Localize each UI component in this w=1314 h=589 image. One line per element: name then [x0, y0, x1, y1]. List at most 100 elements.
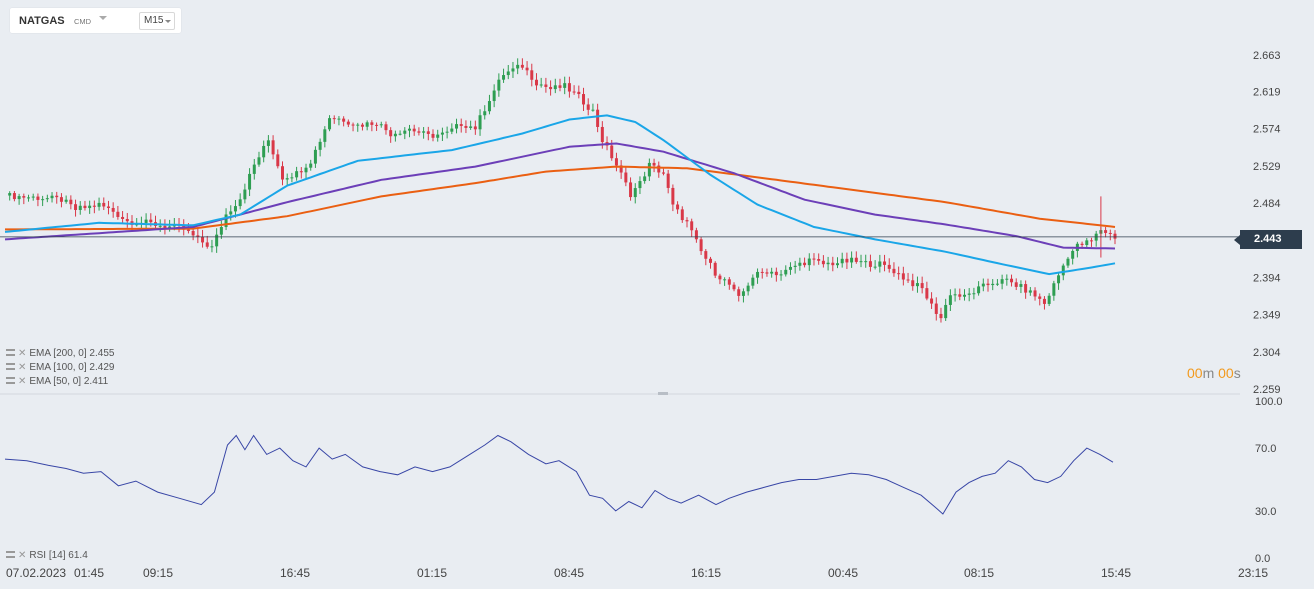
candle-body	[967, 293, 971, 295]
candle-body	[915, 283, 919, 287]
candle-body	[774, 271, 778, 276]
price-tick-label: 2.394	[1253, 272, 1281, 284]
candle-body	[610, 145, 614, 159]
candle-body	[262, 145, 266, 158]
legend-ema200[interactable]: ✕ EMA [200, 0] 2.455	[6, 348, 114, 359]
candle-body	[473, 126, 477, 130]
time-tick-label: 23:15	[1238, 566, 1268, 580]
candle-body	[516, 64, 520, 69]
close-icon[interactable]: ✕	[18, 376, 27, 387]
candle-body	[549, 86, 553, 90]
candle-body	[511, 68, 515, 72]
candle-body	[944, 304, 948, 319]
candle-body	[1052, 283, 1056, 296]
candle-body	[304, 167, 308, 173]
candle-body	[1005, 278, 1009, 280]
candle-body	[379, 124, 383, 126]
candle-body	[229, 211, 233, 215]
candle-body	[219, 227, 223, 235]
candle-body	[356, 124, 360, 126]
candle-body	[17, 196, 21, 200]
candle-body	[718, 275, 722, 280]
candle-body	[666, 173, 670, 188]
candle-body	[205, 242, 209, 247]
candle-body	[285, 178, 289, 180]
candle-body	[440, 132, 444, 135]
candle-body	[238, 199, 242, 207]
candle-body	[506, 71, 510, 76]
rsi-tick-label: 30.0	[1255, 506, 1276, 518]
candle-body	[1038, 296, 1042, 299]
candle-body	[732, 284, 736, 290]
legend-ema50[interactable]: ✕ EMA [50, 0] 2.411	[6, 376, 108, 387]
symbol-label[interactable]: NATGAS	[19, 15, 65, 27]
legend-ema100-text: EMA [100, 0] 2.429	[29, 362, 115, 373]
candle-body	[252, 164, 256, 174]
candle-body	[1085, 240, 1089, 246]
candle-body	[741, 291, 745, 296]
candles	[8, 58, 1117, 323]
candle-body	[737, 289, 741, 296]
candle-body	[1028, 290, 1032, 293]
candle-body	[647, 162, 651, 177]
ema-line	[4, 142, 1116, 250]
candle-body	[393, 133, 397, 137]
candle-body	[798, 262, 802, 266]
close-icon[interactable]: ✕	[18, 348, 27, 359]
timeframe-select[interactable]: M15	[139, 12, 175, 30]
candle-body	[864, 261, 868, 263]
candle-body	[186, 229, 190, 231]
ema-line	[4, 114, 1116, 276]
menu-icon[interactable]	[6, 363, 15, 370]
candle-body	[958, 294, 962, 297]
candle-body	[342, 118, 346, 122]
candle-body	[934, 303, 938, 314]
candle-body	[643, 176, 647, 182]
candle-body	[530, 70, 534, 80]
menu-icon[interactable]	[6, 551, 15, 558]
candle-body	[704, 251, 708, 259]
candle-body	[525, 67, 529, 71]
candle-body	[709, 258, 713, 263]
candle-body	[803, 262, 807, 266]
candle-body	[793, 265, 797, 267]
candle-body	[1033, 290, 1037, 297]
candle-body	[102, 202, 106, 207]
candle-body	[290, 177, 294, 179]
candle-body	[1066, 258, 1070, 266]
legend-ema100[interactable]: ✕ EMA [100, 0] 2.429	[6, 362, 114, 373]
candle-body	[694, 230, 698, 240]
candle-body	[384, 124, 388, 131]
candle-body	[360, 124, 364, 127]
menu-icon[interactable]	[6, 349, 15, 356]
price-tick-label: 2.619	[1253, 86, 1281, 98]
candle-body	[483, 111, 487, 116]
candle-body	[652, 162, 656, 166]
candle-body	[31, 196, 35, 198]
candle-body	[821, 260, 825, 265]
grid	[0, 392, 1240, 395]
legend-rsi-text: RSI [14] 61.4	[29, 550, 88, 561]
candle-body	[850, 257, 854, 263]
candle-body	[962, 294, 966, 297]
candle-body	[149, 219, 153, 223]
panel-resize-handle	[658, 392, 668, 395]
candle-body	[948, 295, 952, 305]
candle-body	[558, 85, 562, 88]
candle-body	[779, 274, 783, 276]
candle-body	[1113, 233, 1117, 239]
candle-body	[619, 165, 623, 173]
rsi-tick-label: 100.0	[1255, 396, 1283, 408]
close-icon[interactable]: ✕	[18, 362, 27, 373]
candle-timer: 00m 00s	[1187, 365, 1241, 381]
close-icon[interactable]: ✕	[18, 550, 27, 561]
chevron-down-icon[interactable]	[99, 16, 107, 20]
candle-body	[210, 246, 214, 248]
legend-rsi[interactable]: ✕ RSI [14] 61.4	[6, 550, 88, 561]
candle-body	[812, 258, 816, 260]
candle-body	[676, 204, 680, 210]
menu-icon[interactable]	[6, 377, 15, 384]
candle-body	[784, 269, 788, 275]
price-tick-label: 2.304	[1253, 347, 1281, 359]
